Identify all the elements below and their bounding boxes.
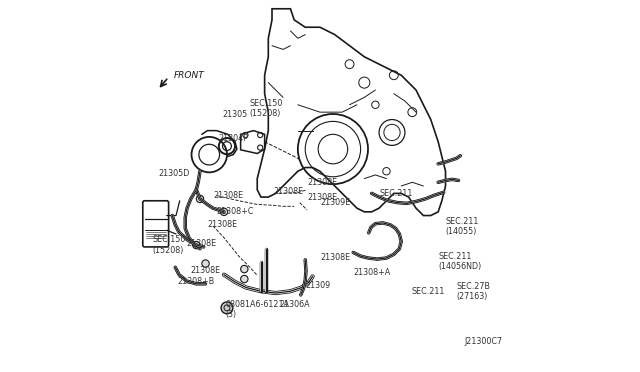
Text: 21304P: 21304P	[218, 134, 248, 142]
Text: SEC.211: SEC.211	[412, 287, 445, 296]
Circle shape	[221, 302, 233, 314]
Circle shape	[196, 195, 204, 203]
Text: SEC.211: SEC.211	[379, 189, 412, 198]
Text: FRONT: FRONT	[174, 71, 205, 80]
Text: 21305D: 21305D	[158, 169, 189, 177]
Text: 21305: 21305	[222, 109, 248, 119]
Text: SEC.150
(15208): SEC.150 (15208)	[250, 99, 284, 118]
Text: 21308E: 21308E	[274, 187, 304, 196]
Text: J21300C7: J21300C7	[464, 337, 502, 346]
Circle shape	[241, 275, 248, 283]
Text: 21309: 21309	[305, 281, 330, 290]
Text: 21308E: 21308E	[186, 239, 216, 248]
Text: 21306A: 21306A	[280, 300, 310, 309]
Text: 21308E: 21308E	[207, 220, 237, 229]
Text: 21308E: 21308E	[320, 253, 350, 263]
Circle shape	[193, 241, 200, 249]
Text: SEC.27B
(27163): SEC.27B (27163)	[456, 282, 491, 301]
Text: 21309E: 21309E	[320, 198, 350, 207]
Text: 21308+C: 21308+C	[216, 207, 253, 217]
Text: 21308E: 21308E	[307, 193, 337, 202]
Circle shape	[241, 265, 248, 273]
Text: 21308+A: 21308+A	[353, 268, 390, 277]
Text: 21308E: 21308E	[213, 191, 243, 200]
Text: SEC.211
(14055): SEC.211 (14055)	[445, 217, 479, 236]
Circle shape	[202, 260, 209, 267]
Text: 08081A6-6121A
(3): 08081A6-6121A (3)	[226, 300, 290, 320]
Text: SEC.211
(14056ND): SEC.211 (14056ND)	[438, 252, 481, 272]
Text: 21308E: 21308E	[190, 266, 220, 275]
Text: 21308E: 21308E	[307, 178, 337, 187]
Text: 21308+B: 21308+B	[178, 278, 215, 286]
Circle shape	[220, 208, 228, 215]
Text: SEC.150
(15208): SEC.150 (15208)	[152, 235, 186, 255]
